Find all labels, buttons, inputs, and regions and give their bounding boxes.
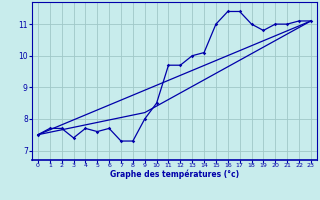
X-axis label: Graphe des températures (°c): Graphe des températures (°c) <box>110 170 239 179</box>
